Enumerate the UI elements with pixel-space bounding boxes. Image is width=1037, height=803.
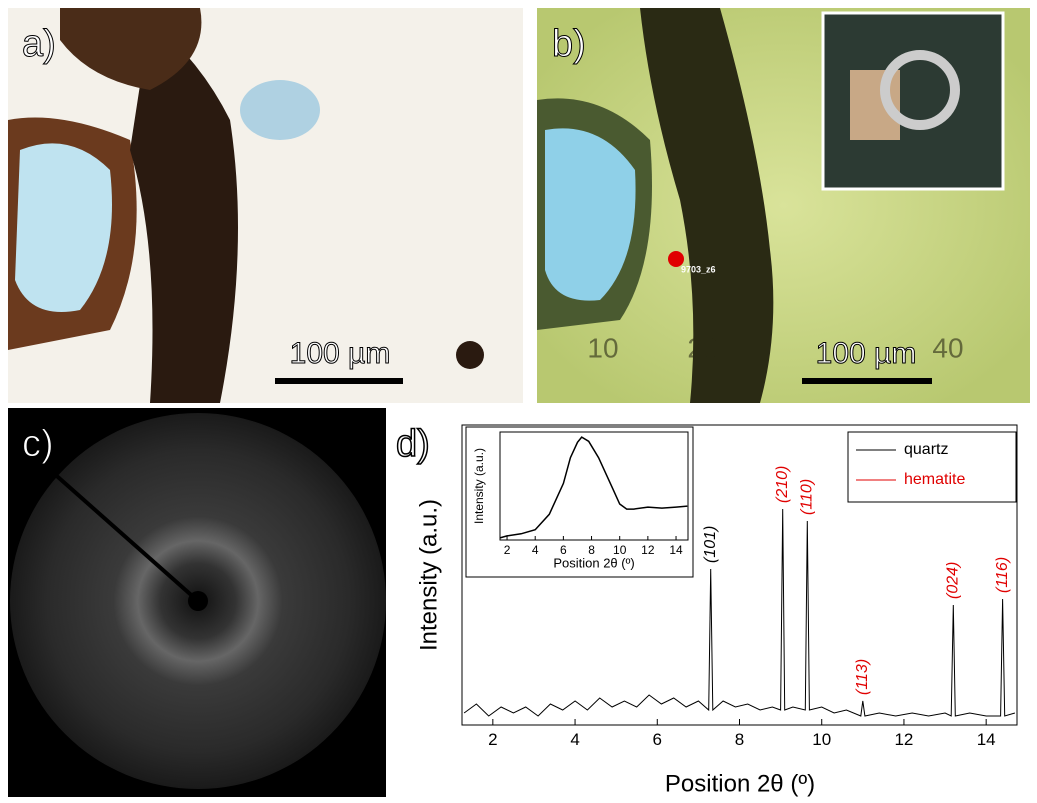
marker-label: 9703_z6 (681, 264, 716, 274)
x-tick-label: 8 (735, 730, 744, 749)
x-tick-label: 10 (613, 543, 627, 557)
x-tick-label: 12 (641, 543, 655, 557)
graticule-label: 40 (932, 332, 963, 363)
panel-label: b) (552, 23, 586, 65)
peak-label: (110) (799, 479, 816, 515)
legend-label: quartz (904, 441, 948, 458)
figure: 100 µm a) 9703_z6 10 20 40 100 µm b) c) … (0, 0, 1037, 803)
inset-y-label: Intensity (a.u.) (472, 448, 486, 524)
peak-label: (113) (854, 659, 871, 695)
page: {"panels": {"a": {"label": "a)", "scale"… (0, 0, 1037, 803)
x-tick-label: 6 (653, 730, 662, 749)
legend-label: hematite (904, 471, 965, 488)
scale-label: 100 µm (290, 337, 391, 370)
peak-label: (116) (994, 557, 1011, 593)
inset-x-label: Position 2θ (º) (553, 555, 634, 570)
x-tick-label: 14 (669, 543, 683, 557)
x-tick-label: 10 (812, 730, 831, 749)
x-tick-label: 14 (977, 730, 996, 749)
peak-label: (024) (944, 562, 961, 599)
photo-a (8, 8, 523, 403)
x-tick-label: 12 (894, 730, 913, 749)
x-tick-label: 8 (588, 543, 595, 557)
y-axis-label: Intensity (a.u.) (415, 499, 442, 651)
peak-label: (101) (702, 526, 719, 563)
x-tick-label: 2 (504, 543, 511, 557)
graticule-label: 10 (587, 332, 618, 363)
panel-label: c) (22, 423, 54, 465)
graticule-label: 20 (687, 332, 718, 363)
scale-label: 100 µm (816, 337, 917, 370)
photo-c (8, 408, 386, 797)
x-tick-label: 2 (488, 730, 497, 749)
x-tick-label: 4 (532, 543, 539, 557)
x-tick-label: 6 (560, 543, 567, 557)
x-tick-label: 4 (570, 730, 579, 749)
panel-label: d) (396, 423, 430, 465)
peak-label: (210) (774, 466, 791, 503)
x-axis-label: Position 2θ (º) (665, 770, 815, 797)
panel-label: a) (22, 23, 56, 65)
